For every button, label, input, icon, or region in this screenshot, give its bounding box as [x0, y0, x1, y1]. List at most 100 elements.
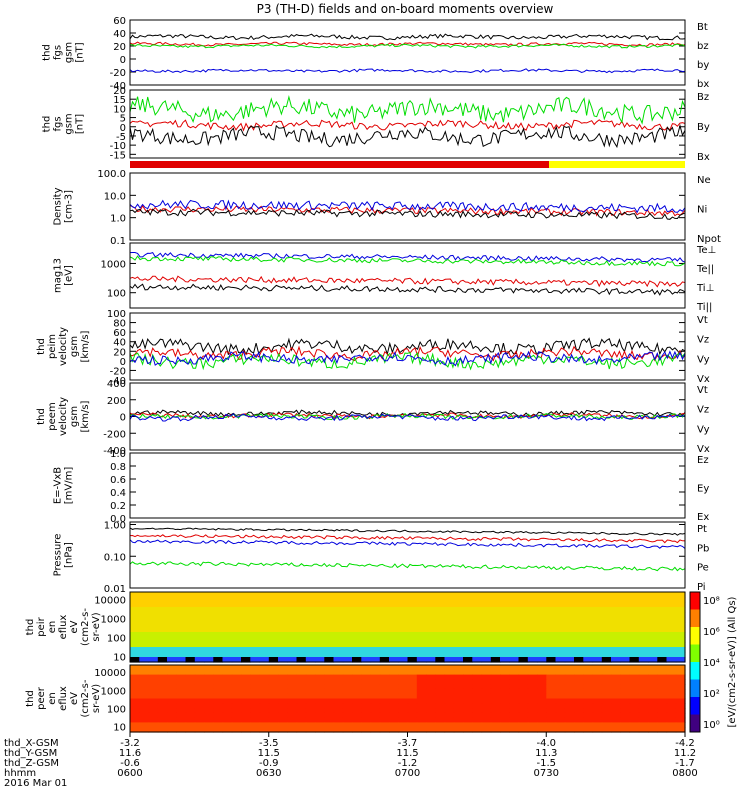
heatmap-9-cell [407, 717, 418, 723]
heatmap-8-cell [361, 612, 372, 618]
heatmap-8-cell [379, 602, 390, 608]
heatmap-9-cell [564, 665, 575, 671]
heatmap-9-cell [333, 679, 344, 685]
heatmap-9-cell [222, 722, 233, 728]
heatmap-9-cell [444, 722, 455, 728]
heatmap-9-cell [324, 679, 335, 685]
heatmap-9-cell [453, 722, 464, 728]
xaxis-row-label-1: thd_Y-GSM [4, 748, 57, 759]
heatmap-9-cell [305, 665, 316, 671]
heatmap-8-cell [305, 637, 316, 643]
heatmap-9-cell [620, 703, 631, 709]
heatmap-8-cell [518, 637, 529, 643]
heatmap-8-cell [472, 602, 483, 608]
heatmap-8-cell [333, 652, 344, 658]
panel-0-ylabel: [nT] [75, 42, 86, 62]
heatmap-9-cell [185, 703, 196, 709]
heatmap-9-cell [194, 698, 205, 704]
heatmap-9-cell [287, 712, 298, 719]
heatmap-9-cell [398, 665, 409, 671]
heatmap-8-cell [278, 637, 288, 643]
heatmap-9-cell [666, 708, 677, 714]
heatmap-9-cell [352, 674, 362, 680]
heatmap-9-cell [527, 712, 538, 719]
heatmap-8-cell [185, 657, 196, 663]
heatmap-9-cell [241, 708, 251, 714]
heatmap-9-cell [342, 665, 353, 671]
heatmap-9-cell [638, 717, 649, 723]
heatmap-9-cell [435, 688, 446, 695]
heatmap-8-cell [555, 602, 566, 608]
heatmap-9-cell [305, 708, 316, 714]
heatmap-8-cell [583, 652, 594, 658]
heatmap-9-cell [537, 688, 547, 695]
heatmap-9-cell [213, 698, 224, 704]
heatmap-8-cell [555, 642, 566, 648]
heatmap-8-cell [250, 647, 261, 653]
heatmap-9-cell [148, 674, 159, 680]
heatmap-8-cell [620, 632, 631, 638]
heatmap-9-cell [416, 684, 427, 690]
heatmap-9-cell [583, 669, 594, 676]
heatmap-8-cell [500, 637, 510, 643]
heatmap-8-cell [472, 597, 483, 603]
heatmap-9-cell [213, 722, 224, 728]
heatmap-9-cell [278, 717, 288, 723]
heatmap-8-cell [666, 647, 677, 653]
panel-3-ylabel: [eV] [64, 265, 75, 286]
heatmap-8-cell [638, 652, 649, 658]
heatmap-9-cell [305, 703, 316, 709]
heatmap-9-cell [389, 712, 399, 719]
panel-7-legend-1: Pb [697, 543, 709, 554]
heatmap-8-cell [407, 602, 418, 608]
heatmap-9-cell [370, 688, 381, 695]
heatmap-9-cell [268, 674, 279, 680]
heatmap-8-cell [287, 637, 298, 643]
heatmap-9-cell [592, 688, 603, 695]
heatmap-8-cell [675, 637, 686, 643]
panel-7-tick-label: 0.01 [104, 584, 126, 595]
panel-6-tick-label: 0.2 [110, 501, 126, 512]
heatmap-9-cell [352, 679, 362, 685]
heatmap-9-cell [675, 722, 686, 728]
heatmap-8-cell [537, 617, 547, 623]
heatmap-9-cell [167, 703, 177, 709]
heatmap-9-cell [370, 703, 381, 709]
heatmap-9-cell [157, 693, 168, 700]
heatmap-8-cell [472, 632, 483, 638]
heatmap-8-cell [333, 602, 344, 608]
colorbar-tick-1: 10⁶ [703, 627, 720, 638]
heatmap-8-cell [296, 627, 307, 633]
heatmap-8-cell [361, 627, 372, 633]
heatmap-9-cell [666, 698, 677, 704]
heatmap-8-cell [611, 597, 621, 603]
heatmap-8-cell [185, 612, 196, 618]
heatmap-9-cell [629, 669, 640, 676]
heatmap-8-cell [463, 617, 473, 623]
heatmap-9-cell [648, 717, 658, 723]
heatmap-8-cell [389, 602, 399, 608]
heatmap-9-cell [194, 674, 205, 680]
heatmap-9-cell [139, 679, 150, 685]
heatmap-8-cell [555, 657, 566, 663]
heatmap-8-cell [268, 647, 279, 653]
heatmap-9-cell [453, 717, 464, 723]
heatmap-9-cell [296, 703, 307, 709]
figure-title: P3 (TH-D) fields and on-board moments ov… [257, 2, 554, 16]
heatmap-8-cell [620, 597, 631, 603]
heatmap-8-cell [287, 642, 298, 648]
heatmap-9-cell [666, 679, 677, 685]
heatmap-8-cell [648, 637, 658, 643]
heatmap-8-cell [342, 622, 353, 628]
heatmap-8-cell [564, 652, 575, 658]
heatmap-9-cell [305, 698, 316, 704]
heatmap-9-cell [490, 674, 501, 680]
heatmap-9-cell [259, 669, 270, 676]
heatmap-8-cell [583, 632, 594, 638]
heatmap-8-cell [157, 622, 168, 628]
heatmap-8-cell [416, 627, 427, 633]
heatmap-9-cell [426, 684, 436, 690]
heatmap-9-cell [352, 693, 362, 700]
heatmap-8-cell [426, 647, 436, 653]
